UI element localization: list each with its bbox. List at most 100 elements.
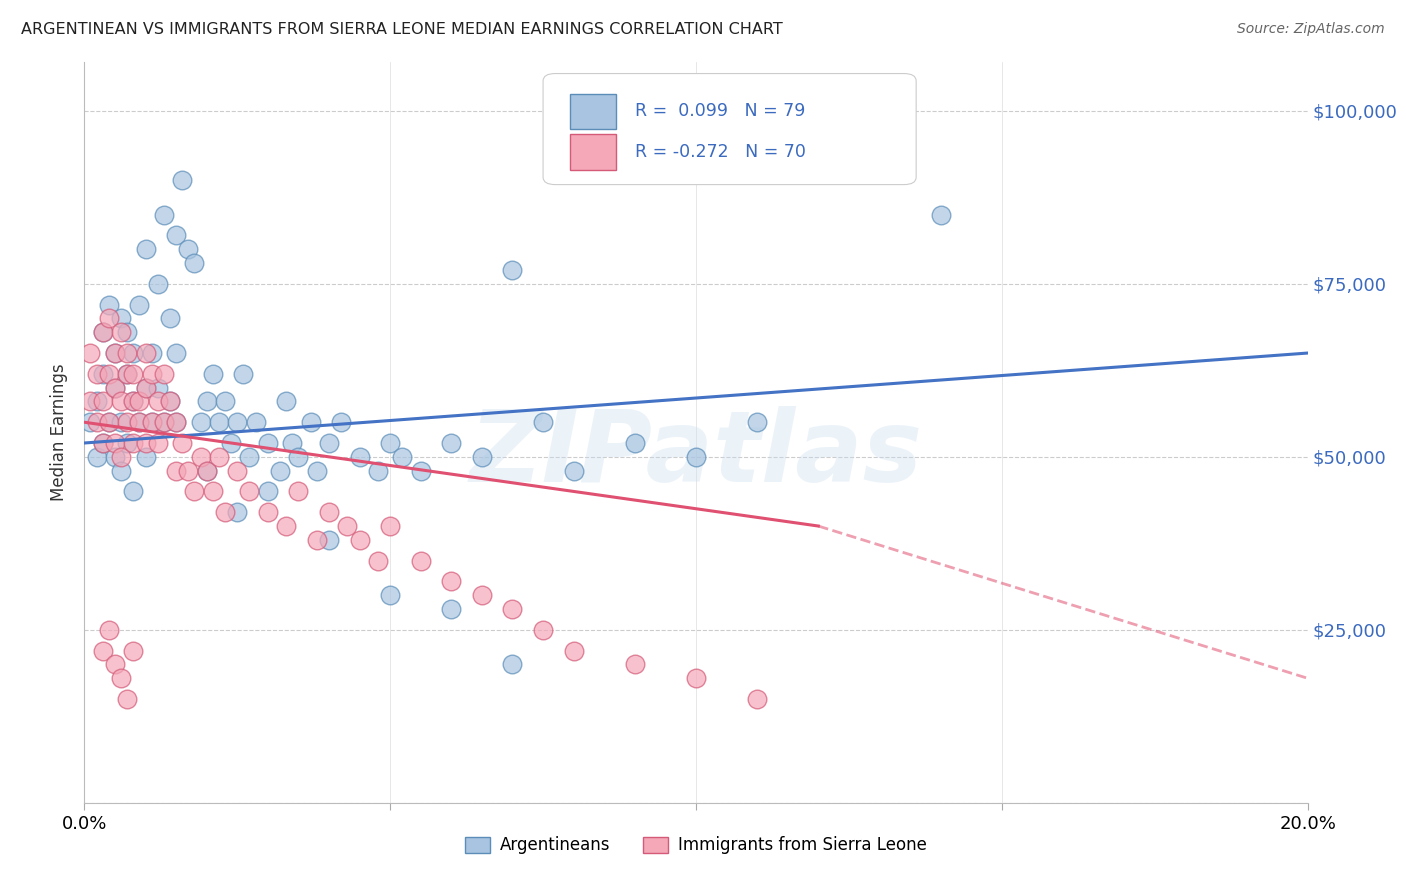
Point xyxy=(122,394,145,409)
Point xyxy=(79,415,101,429)
Point xyxy=(330,415,353,429)
Point xyxy=(531,415,554,429)
Point xyxy=(128,415,150,429)
Point xyxy=(502,263,524,277)
Point xyxy=(238,484,260,499)
Point xyxy=(110,464,132,478)
Point xyxy=(195,464,218,478)
Point xyxy=(440,436,463,450)
Point xyxy=(409,554,432,568)
Point xyxy=(502,657,524,672)
Point xyxy=(165,228,187,243)
Point xyxy=(91,436,114,450)
Point xyxy=(153,367,176,381)
Point xyxy=(104,450,127,464)
Point xyxy=(115,415,138,429)
Point xyxy=(110,450,132,464)
Y-axis label: Median Earnings: Median Earnings xyxy=(51,364,69,501)
Point xyxy=(110,326,132,340)
Point xyxy=(122,367,145,381)
Point xyxy=(685,450,707,464)
Point xyxy=(929,208,952,222)
Point xyxy=(159,311,181,326)
Point xyxy=(135,381,157,395)
Point xyxy=(201,367,224,381)
Point xyxy=(104,436,127,450)
Point xyxy=(245,415,267,429)
Point xyxy=(115,346,138,360)
Point xyxy=(287,450,309,464)
Point xyxy=(318,436,340,450)
Point xyxy=(91,326,114,340)
Point xyxy=(79,394,101,409)
Point xyxy=(153,208,176,222)
Point xyxy=(110,394,132,409)
Point xyxy=(226,505,249,519)
Point xyxy=(747,692,769,706)
Point xyxy=(115,367,138,381)
Point xyxy=(97,367,120,381)
Point xyxy=(190,415,212,429)
Point xyxy=(91,394,114,409)
Point xyxy=(305,533,328,547)
Point xyxy=(153,415,176,429)
Point xyxy=(336,519,359,533)
Point xyxy=(562,643,585,657)
Point xyxy=(153,415,176,429)
Point xyxy=(110,671,132,685)
Point xyxy=(91,367,114,381)
Point xyxy=(208,415,231,429)
Point xyxy=(86,367,108,381)
Point xyxy=(349,450,371,464)
Point xyxy=(349,533,371,547)
Point xyxy=(165,415,187,429)
Point xyxy=(86,415,108,429)
Point xyxy=(135,436,157,450)
Point xyxy=(238,450,260,464)
Point xyxy=(367,554,389,568)
Point xyxy=(380,436,402,450)
Point xyxy=(257,505,280,519)
Point xyxy=(91,436,114,450)
Point xyxy=(177,242,200,256)
Bar xyxy=(569,135,616,169)
Point xyxy=(562,464,585,478)
Point xyxy=(502,602,524,616)
Point xyxy=(367,464,389,478)
Point xyxy=(172,436,194,450)
Point xyxy=(269,464,291,478)
Point xyxy=(110,415,132,429)
Point xyxy=(165,415,187,429)
Point xyxy=(172,173,194,187)
Point xyxy=(128,415,150,429)
Point xyxy=(440,574,463,589)
Bar xyxy=(569,94,616,129)
Point xyxy=(115,326,138,340)
Text: ZIPatlas: ZIPatlas xyxy=(470,407,922,503)
Point xyxy=(232,367,254,381)
Point xyxy=(471,450,494,464)
Point xyxy=(190,450,212,464)
Legend: Argentineans, Immigrants from Sierra Leone: Argentineans, Immigrants from Sierra Leo… xyxy=(458,830,934,861)
Point xyxy=(409,464,432,478)
Point xyxy=(115,367,138,381)
Point xyxy=(122,346,145,360)
Point xyxy=(135,450,157,464)
Point xyxy=(471,588,494,602)
Point xyxy=(685,671,707,685)
Point xyxy=(104,381,127,395)
Point xyxy=(104,346,127,360)
Point xyxy=(183,256,205,270)
Point xyxy=(165,346,187,360)
Point xyxy=(122,394,145,409)
Point xyxy=(115,436,138,450)
Point xyxy=(531,623,554,637)
Point xyxy=(380,519,402,533)
Point xyxy=(201,484,224,499)
Text: Source: ZipAtlas.com: Source: ZipAtlas.com xyxy=(1237,22,1385,37)
Text: ARGENTINEAN VS IMMIGRANTS FROM SIERRA LEONE MEDIAN EARNINGS CORRELATION CHART: ARGENTINEAN VS IMMIGRANTS FROM SIERRA LE… xyxy=(21,22,783,37)
Point xyxy=(122,436,145,450)
Point xyxy=(86,394,108,409)
Point xyxy=(177,464,200,478)
Point xyxy=(276,394,298,409)
